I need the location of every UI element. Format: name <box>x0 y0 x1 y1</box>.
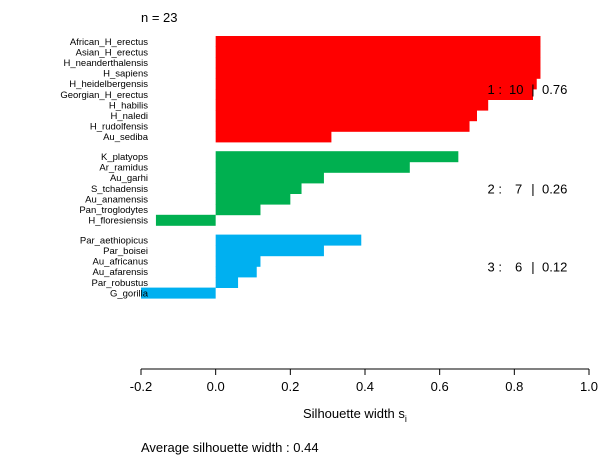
row-label: Au_afarensis <box>93 267 149 278</box>
cluster-3-cluster: 3 : <box>488 259 502 274</box>
bar-Au_africanus <box>215 255 261 267</box>
bar-Au_garhi <box>215 172 324 184</box>
row-label: Par_robustus <box>91 278 148 289</box>
average-silhouette-label: Average silhouette width : 0.44 <box>141 440 319 455</box>
x-axis-title-subscript: i <box>405 414 407 424</box>
cluster-1-avg: 0.76 <box>542 82 567 97</box>
row-label: Pan_troglodytes <box>79 205 148 216</box>
cluster-1-cluster: 1 : <box>488 82 502 97</box>
row-label: African_H_erectus <box>70 37 148 48</box>
bar-H_rudolfensis <box>215 120 470 132</box>
bar-H_naledi <box>215 110 477 122</box>
bar-Georgian_H_erectus <box>215 89 533 100</box>
cluster-1-size: 10 <box>509 82 523 97</box>
cluster-3-sep: | <box>531 259 534 274</box>
bar-Au_sediba <box>215 131 332 143</box>
cluster-annotations-group: 1 : 10 | 0.76 2 : 7 | 0.26 3 : 6 | 0.12 <box>488 82 568 274</box>
row-label: H_naledi <box>111 111 149 122</box>
bar-Au_anamensis <box>215 193 291 205</box>
cluster-3-avg: 0.12 <box>542 259 567 274</box>
cluster-2-cluster: 2 : <box>488 181 502 196</box>
bar-Asian_H_erectus <box>215 46 541 58</box>
bar-Par_boisei <box>215 245 324 257</box>
cluster-2-size: 7 <box>515 181 522 196</box>
bar-Au_afarensis <box>215 266 257 278</box>
cluster-1-sep: | <box>531 82 534 97</box>
x-tick-label: 0.0 <box>207 379 225 394</box>
bar-Par_robustus <box>215 277 239 288</box>
row-label: S_tchadensis <box>91 184 148 195</box>
bar-H_heidelbergensis <box>215 78 537 90</box>
x-axis: -0.2 0.0 0.2 0.4 0.6 0.8 1.0 <box>130 368 598 394</box>
x-tick-label: 1.0 <box>580 379 598 394</box>
bar-H_sapiens <box>215 67 541 79</box>
row-label: Par_boisei <box>103 246 148 257</box>
row-label: G_gorilla <box>110 288 149 299</box>
bar-Ar_ramidus <box>215 161 410 173</box>
row-label: Par_aethiopicus <box>80 235 148 246</box>
sample-size-label: n = 23 <box>141 10 178 25</box>
x-axis-title: Silhouette width si <box>303 406 407 424</box>
x-tick-label: 0.2 <box>281 379 299 394</box>
x-tick-label: -0.2 <box>130 379 152 394</box>
row-label: H_sapiens <box>103 69 148 80</box>
row-label: K_platyops <box>101 152 148 163</box>
bar-K_platyops <box>215 151 459 163</box>
bar-H_floresiensis <box>155 214 216 226</box>
row-labels-group: African_H_erectusAsian_H_erectusH_neande… <box>60 37 148 300</box>
row-label: H_heidelbergensis <box>69 79 148 90</box>
bar-H_habilis <box>215 99 489 111</box>
bar-H_neanderthalensis <box>215 57 541 69</box>
bar-Par_aethiopicus <box>215 234 362 246</box>
cluster-2-sep: | <box>531 181 534 196</box>
x-axis-title-main: Silhouette width s <box>303 406 405 421</box>
row-label: Asian_H_erectus <box>76 47 149 58</box>
x-tick-label: 0.8 <box>505 379 523 394</box>
bar-African_H_erectus <box>215 36 541 47</box>
row-label: H_rudolfensis <box>90 122 148 133</box>
x-tick-label: 0.4 <box>356 379 374 394</box>
row-label: Au_anamensis <box>85 194 148 205</box>
row-label: H_habilis <box>109 100 148 111</box>
cluster-2-avg: 0.26 <box>542 181 567 196</box>
bar-S_tchadensis <box>215 183 302 194</box>
x-tick-label: 0.6 <box>431 379 449 394</box>
bar-G_gorilla <box>141 287 216 299</box>
row-label: Au_sediba <box>103 132 149 143</box>
row-label: Ar_ramidus <box>99 163 148 174</box>
row-label: Au_africanus <box>93 257 149 268</box>
cluster-3-size: 6 <box>515 259 522 274</box>
row-label: Georgian_H_erectus <box>60 90 148 101</box>
row-label: H_neanderthalensis <box>63 58 148 69</box>
row-label: Au_garhi <box>110 173 148 184</box>
bar-Pan_troglodytes <box>215 204 261 216</box>
bars-group <box>141 36 541 299</box>
row-label: H_floresiensis <box>88 216 148 227</box>
